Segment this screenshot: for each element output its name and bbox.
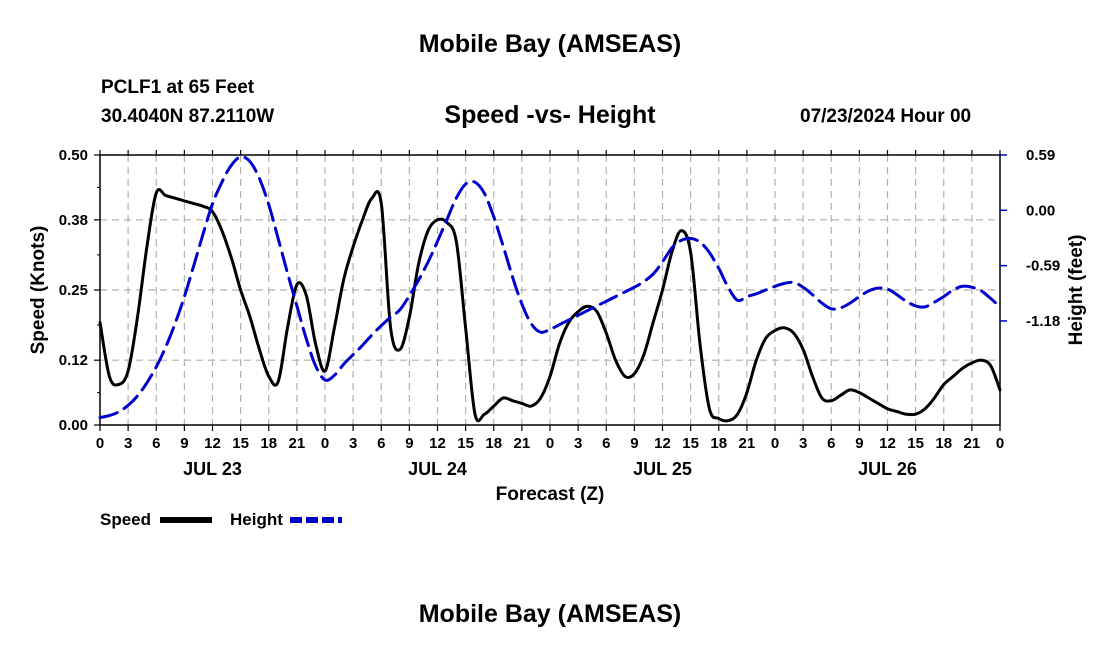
y-tick-label: 0.50 xyxy=(59,147,88,164)
x-tick-label: 18 xyxy=(935,435,952,452)
y2-tick-label: 0.00 xyxy=(1026,202,1055,219)
date-label: JUL 24 xyxy=(408,459,467,479)
y-axis-label: Speed (Knots) xyxy=(28,226,49,355)
series-lines xyxy=(98,155,1002,423)
x-tick-label: 9 xyxy=(855,435,863,452)
legend: Speed Height xyxy=(100,510,342,529)
forecast-datetime: 07/23/2024 Hour 00 xyxy=(800,106,972,127)
station-label: PCLF1 at 65 Feet xyxy=(101,77,255,98)
footer-title: Mobile Bay (AMSEAS) xyxy=(418,600,682,628)
x-tick-label: 12 xyxy=(654,435,671,452)
x-tick-label: 6 xyxy=(377,435,385,452)
x-tick-label: 12 xyxy=(429,435,446,452)
x-tick-label: 0 xyxy=(321,435,329,452)
date-label: JUL 23 xyxy=(183,459,242,479)
x-tick-label: 15 xyxy=(457,435,474,452)
axis-ticks: 0 3 6 9 12 15 18 21 0 3 6 9 12 15 18 21 0 3 6 9 12 15 18 21 0 3 6 9… xyxy=(59,147,1060,479)
x-tick-label: 18 xyxy=(710,435,727,452)
x-tick-label: 6 xyxy=(602,435,610,452)
x-tick-label: 6 xyxy=(827,435,835,452)
date-label: JUL 26 xyxy=(858,459,917,479)
y2-tick-label: 0.59 xyxy=(1026,147,1055,164)
x-tick-label: 21 xyxy=(964,435,981,452)
x-tick-label: 9 xyxy=(630,435,638,452)
x-tick-label: 9 xyxy=(180,435,188,452)
x-axis-label: Forecast (Z) xyxy=(496,484,605,505)
chart-subtitle: Speed -vs- Height xyxy=(444,101,656,129)
x-tick-label: 9 xyxy=(405,435,413,452)
x-tick-label: 0 xyxy=(96,435,104,452)
x-tick-label: 0 xyxy=(546,435,554,452)
y-tick-label: 0.38 xyxy=(59,212,88,229)
x-tick-label: 3 xyxy=(124,435,132,452)
x-tick-label: 15 xyxy=(682,435,699,452)
x-tick-label: 15 xyxy=(907,435,924,452)
x-tick-label: 3 xyxy=(574,435,582,452)
x-tick-label: 12 xyxy=(204,435,221,452)
coordinates-label: 30.4040N 87.2110W xyxy=(101,106,275,127)
y2-tick-label: -1.18 xyxy=(1026,313,1060,330)
legend-height-label: Height xyxy=(230,510,283,529)
x-tick-label: 18 xyxy=(260,435,277,452)
x-tick-label: 18 xyxy=(485,435,502,452)
x-tick-label: 6 xyxy=(152,435,160,452)
x-tick-label: 21 xyxy=(514,435,531,452)
x-tick-label: 3 xyxy=(349,435,357,452)
grid-lines xyxy=(100,155,1000,425)
x-tick-label: 0 xyxy=(996,435,1004,452)
y2-tick-label: -0.59 xyxy=(1026,258,1060,275)
y-tick-label: 0.12 xyxy=(59,352,88,369)
y-tick-label: 0.25 xyxy=(59,282,88,299)
x-tick-label: 21 xyxy=(739,435,756,452)
chart-title: Mobile Bay (AMSEAS) xyxy=(418,30,682,58)
series-line-speed xyxy=(98,188,1002,423)
x-tick-label: 0 xyxy=(771,435,779,452)
x-tick-label: 3 xyxy=(799,435,807,452)
legend-speed-label: Speed xyxy=(100,510,151,529)
x-tick-label: 21 xyxy=(289,435,306,452)
y-tick-label: 0.00 xyxy=(59,417,88,434)
series-line-height xyxy=(98,155,1002,419)
date-label: JUL 25 xyxy=(633,459,692,479)
x-tick-label: 15 xyxy=(232,435,249,452)
x-tick-label: 12 xyxy=(879,435,896,452)
y2-axis-label: Height (feet) xyxy=(1066,235,1087,346)
